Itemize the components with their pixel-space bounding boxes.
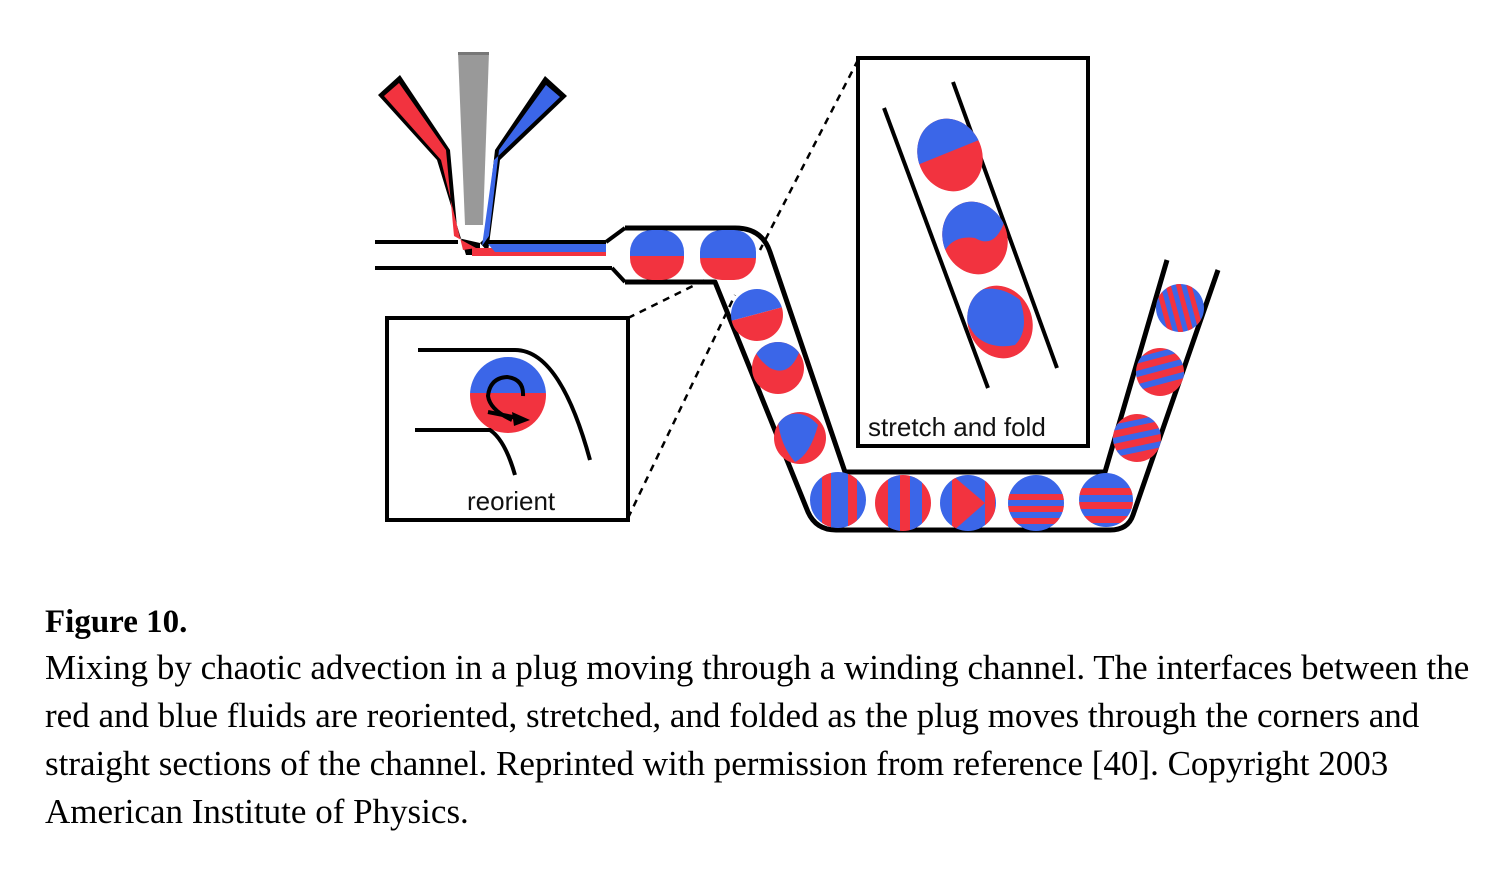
plug-11	[1113, 414, 1161, 462]
plug-7	[875, 475, 931, 531]
figure-caption: Figure 10. Mixing by chaotic advection i…	[45, 600, 1475, 836]
winding-channel	[625, 225, 1221, 533]
stretch-fold-inset: stretch and fold	[856, 56, 1090, 448]
plug-9	[1008, 475, 1064, 531]
inlet-junction	[378, 52, 567, 255]
plug-13	[1156, 284, 1204, 332]
plug-2	[700, 230, 756, 280]
zoom-lines	[626, 59, 860, 519]
plug-4	[752, 342, 804, 394]
plug-5	[774, 412, 826, 464]
plug-12	[1136, 348, 1184, 396]
plug-1	[630, 230, 684, 280]
mixing-figure: reorient stretch and fold	[360, 40, 1240, 550]
reorient-inset: reorient	[385, 316, 630, 522]
caption-title: Figure 10.	[45, 604, 188, 640]
inlet-channel	[375, 226, 627, 284]
plug-6	[810, 472, 866, 528]
plug-10	[1079, 473, 1133, 527]
reorient-label: reorient	[467, 486, 556, 516]
plug-8	[940, 475, 996, 531]
stretch-fold-label: stretch and fold	[868, 412, 1046, 442]
caption-text: Mixing by chaotic advection in a plug mo…	[45, 648, 1470, 831]
